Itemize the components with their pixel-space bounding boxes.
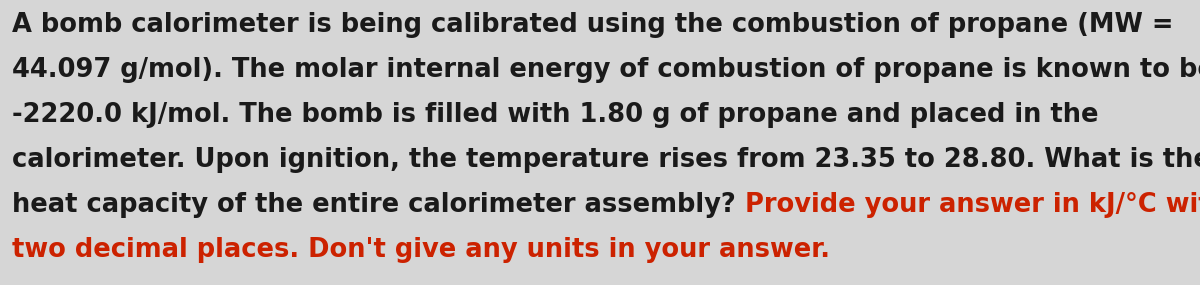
Text: 44.097 g/mol). The molar internal energy of combustion of propane is known to be: 44.097 g/mol). The molar internal energy… (12, 57, 1200, 83)
Text: two decimal places. Don't give any units in your answer.: two decimal places. Don't give any units… (12, 237, 830, 263)
Text: calorimeter. Upon ignition, the temperature rises from 23.35 to 28.80. What is t: calorimeter. Upon ignition, the temperat… (12, 147, 1200, 173)
Text: Provide your answer in kJ/°C with: Provide your answer in kJ/°C with (745, 192, 1200, 218)
Text: heat capacity of the entire calorimeter assembly?: heat capacity of the entire calorimeter … (12, 192, 745, 218)
Text: -2220.0 kJ/mol. The bomb is filled with 1.80 g of propane and placed in the: -2220.0 kJ/mol. The bomb is filled with … (12, 102, 1098, 128)
Text: A bomb calorimeter is being calibrated using the combustion of propane (MW =: A bomb calorimeter is being calibrated u… (12, 12, 1174, 38)
